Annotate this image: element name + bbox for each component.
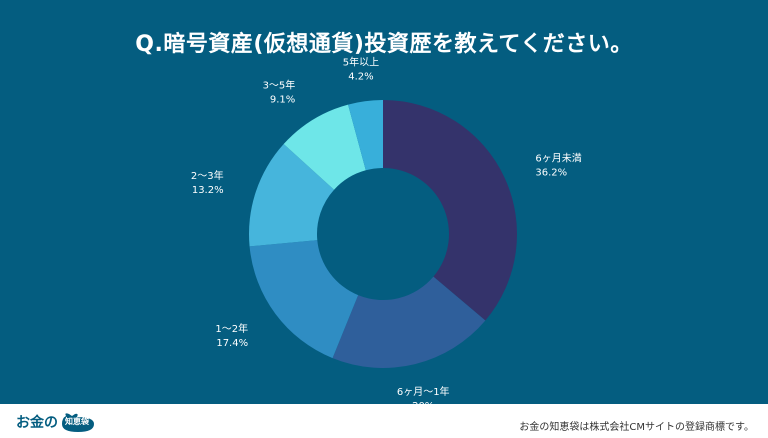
slice-label: 6ヶ月〜1年: [397, 385, 450, 398]
trademark-notice: お金の知恵袋は株式会社CMサイトの登録商標です。: [519, 422, 754, 433]
slice-value: 17.4%: [216, 338, 248, 349]
donut-slice: [283, 104, 366, 190]
slice-value: 13.2%: [192, 185, 224, 196]
question-title: Q.暗号資産(仮想通貨)投資歴を教えてください。: [135, 32, 633, 57]
slice-value: 9.1%: [270, 95, 295, 106]
slice-label: 1〜2年: [215, 322, 248, 335]
slice-value: 36.2%: [535, 167, 567, 178]
slice-label: 2〜3年: [191, 169, 224, 182]
slice-label: 6ヶ月未満: [535, 152, 581, 164]
donut-slice: [248, 144, 335, 247]
donut-slice: [332, 276, 486, 368]
chart-panel: Q.暗号資産(仮想通貨)投資歴を教えてください。 6ヶ月未満 36.2% 6ヶ月〜1…: [0, 0, 768, 404]
brand-logo: お金の 知恵袋: [16, 412, 96, 432]
logo-text: お金の: [16, 415, 58, 431]
donut-chart: 6ヶ月未満 36.2% 6ヶ月〜1年 20% 1〜2年 17.4% 2〜3年 13.2% 3〜5…: [191, 55, 582, 404]
donut-slice: [348, 100, 383, 171]
money-bag-icon: 知恵袋: [60, 412, 96, 432]
donut-slice: [383, 100, 517, 321]
slice-label: 3〜5年: [263, 79, 296, 92]
donut-slice: [249, 240, 359, 359]
slice-label: 5年以上: [343, 55, 379, 68]
logo-badge-text: 知恵袋: [65, 417, 89, 426]
slice-value: 4.2%: [348, 71, 373, 82]
slice-value: 20%: [412, 401, 434, 404]
footer: お金の 知恵袋 お金の知恵袋は株式会社CMサイトの登録商標です。: [0, 404, 768, 438]
